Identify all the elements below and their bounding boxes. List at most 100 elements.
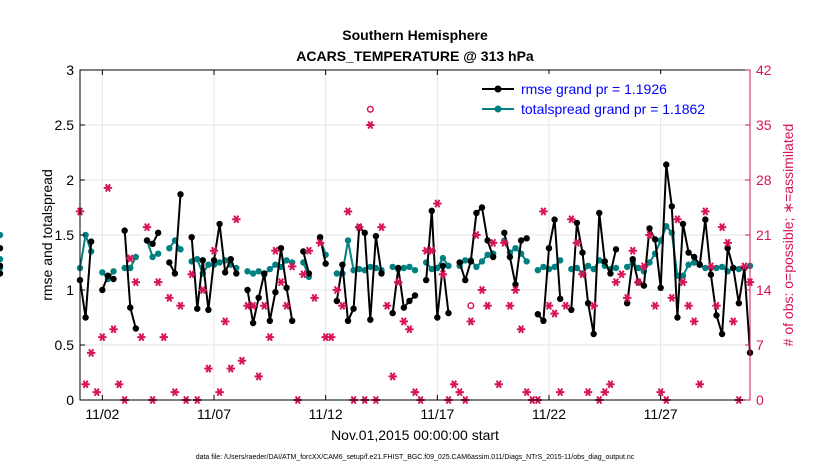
obs-assimilated-point bbox=[455, 388, 464, 397]
obs-star-stroke bbox=[233, 215, 240, 224]
rmse-point bbox=[227, 256, 234, 263]
rmse-point bbox=[551, 216, 558, 223]
rmse-point bbox=[534, 311, 542, 318]
obs-assimilated-point bbox=[377, 223, 386, 232]
obs-assimilated-point bbox=[226, 364, 235, 373]
obs-star-stroke bbox=[177, 301, 184, 310]
rmse-point bbox=[596, 209, 603, 217]
rmse-point bbox=[646, 225, 653, 232]
totalspread-series bbox=[0, 223, 754, 283]
rmse-point bbox=[685, 249, 692, 256]
rmse-point bbox=[422, 276, 430, 284]
obs-assimilated-point bbox=[410, 388, 420, 397]
rmse-point bbox=[205, 306, 212, 313]
totalspread-point bbox=[266, 265, 274, 273]
y-axis-label: rmse and totalspread bbox=[39, 169, 55, 301]
obs-star-stroke bbox=[629, 246, 636, 255]
totalspread-point bbox=[149, 253, 156, 261]
obs-assimilated-point bbox=[98, 333, 107, 342]
totalspread-point bbox=[355, 265, 363, 273]
rmse-point bbox=[99, 286, 106, 294]
rmse-point bbox=[612, 246, 620, 253]
y-tick-label: 1 bbox=[66, 282, 74, 298]
totalspread-point bbox=[690, 259, 698, 266]
rmse-point bbox=[663, 161, 670, 168]
rmse-point bbox=[87, 238, 95, 245]
totalspread-point bbox=[367, 263, 374, 271]
rmse-point bbox=[456, 259, 463, 266]
chart-subtitle: ACARS_TEMPERATURE @ 313 hPa bbox=[296, 48, 534, 64]
obs-assimilated-point bbox=[366, 120, 375, 130]
obs-star-stroke bbox=[188, 270, 195, 279]
rmse-point bbox=[316, 234, 324, 241]
obs-assimilated-point bbox=[394, 278, 403, 287]
obs-assimilated-point bbox=[248, 301, 258, 310]
obs-assimilated-point bbox=[477, 285, 487, 295]
totalspread-point bbox=[272, 261, 279, 268]
obs-star-stroke bbox=[428, 246, 435, 255]
obs-star-stroke bbox=[585, 388, 592, 397]
obs-assimilated-point bbox=[695, 380, 704, 389]
rmse-point bbox=[194, 305, 201, 312]
totalspread-point bbox=[333, 270, 341, 277]
totalspread-point bbox=[445, 262, 452, 269]
obs-star-stroke bbox=[345, 207, 351, 216]
totalspread-point bbox=[663, 223, 670, 230]
rmse-point bbox=[657, 284, 664, 291]
rmse-point bbox=[467, 258, 475, 265]
rmse-point bbox=[333, 297, 341, 305]
obs-star-stroke bbox=[674, 215, 681, 224]
obs-assimilated-point bbox=[466, 317, 476, 326]
x-tick-label: 11/02 bbox=[85, 406, 119, 422]
obs-assimilated-point bbox=[472, 230, 481, 240]
rmse-point bbox=[679, 220, 687, 228]
y2-tick-label: 0 bbox=[756, 392, 764, 408]
obs-assimilated-point bbox=[215, 388, 224, 397]
rmse-point bbox=[166, 259, 173, 266]
obs-star-stroke bbox=[328, 333, 335, 342]
rmse-point bbox=[233, 270, 240, 277]
y-tick-label: 0 bbox=[66, 392, 74, 408]
x-tick-label: 11/12 bbox=[309, 406, 343, 422]
totalspread-point bbox=[389, 263, 396, 271]
obs-assimilated-point bbox=[740, 262, 749, 271]
totalspread-point bbox=[646, 259, 653, 266]
obs-assimilated-point bbox=[103, 183, 113, 192]
rmse-point bbox=[104, 272, 112, 279]
obs-assimilated-point bbox=[483, 301, 492, 310]
y2-axis-label: # of obs: o=possible; ∗=assimilated bbox=[780, 124, 796, 347]
totalspread-point bbox=[205, 261, 212, 268]
rmse-point bbox=[696, 261, 703, 268]
obs-star-stroke bbox=[322, 333, 329, 342]
obs-assimilated-point bbox=[449, 380, 459, 389]
obs-assimilated-point bbox=[522, 388, 531, 397]
y-tick-label: 0.5 bbox=[55, 337, 75, 353]
rmse-point bbox=[389, 309, 396, 317]
rmse-point bbox=[350, 305, 357, 312]
obs-assimilated-point bbox=[354, 223, 364, 232]
x-axis-label: Nov.01,2015 00:00:00 start bbox=[331, 427, 499, 443]
obs-star-stroke bbox=[691, 317, 698, 326]
obs-star-stroke bbox=[685, 301, 692, 310]
totalspread-point bbox=[177, 246, 184, 253]
obs-assimilated-point bbox=[220, 317, 230, 326]
rmse-line-segment bbox=[302, 251, 310, 274]
rmse-point bbox=[266, 317, 274, 324]
obs-assimilated-point bbox=[382, 301, 392, 310]
obs-assimilated-point bbox=[276, 278, 286, 287]
obs-assimilated-point bbox=[678, 278, 688, 287]
rmse-point bbox=[216, 220, 223, 228]
y2-tick-label: 7 bbox=[756, 337, 764, 353]
obs-assimilated-point bbox=[399, 317, 409, 326]
x-tick-label: 11/17 bbox=[420, 406, 454, 422]
totalspread-point bbox=[573, 264, 581, 272]
obs-assimilated-point bbox=[170, 388, 180, 397]
obs-star-stroke bbox=[635, 278, 642, 287]
rmse-point bbox=[713, 312, 720, 319]
rmse-point bbox=[255, 294, 262, 301]
totalspread-point bbox=[154, 250, 162, 257]
rmse-point bbox=[707, 271, 715, 278]
rmse-point bbox=[400, 304, 408, 311]
totalspread-point bbox=[255, 268, 262, 275]
